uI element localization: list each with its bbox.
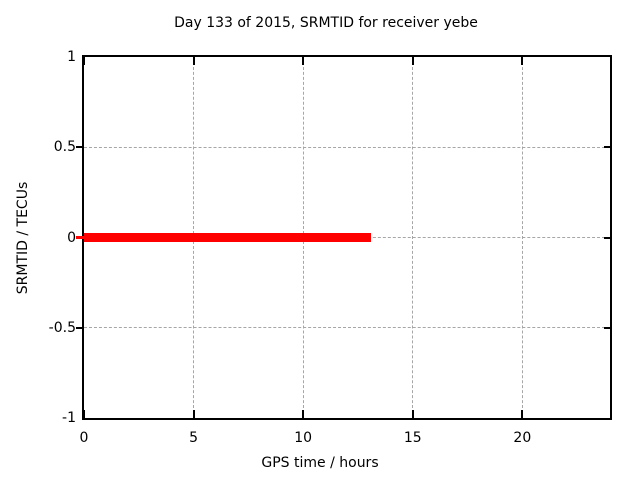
x-tick-label: 10 <box>294 430 313 446</box>
x-tick-bottom <box>83 410 85 418</box>
x-tick-bottom <box>521 410 524 418</box>
x-tick-top <box>83 57 85 65</box>
y-tick-label: 1 <box>67 49 76 65</box>
y-gridline <box>84 327 610 329</box>
y-gridline <box>84 146 610 148</box>
y-tick-label: 0.5 <box>53 139 76 156</box>
y-tick-right <box>604 326 610 329</box>
y-tick-label: -1 <box>62 410 76 426</box>
x-tick-label: 20 <box>513 430 532 446</box>
y-tick-label: 0 <box>67 229 76 246</box>
x-tick-top <box>411 57 414 65</box>
x-tick-top <box>302 57 305 65</box>
chart-title: Day 133 of 2015, SRMTID for receiver yeb… <box>174 15 478 31</box>
x-tick-label: 0 <box>79 430 89 446</box>
y-tick-left <box>76 146 84 149</box>
x-tick-bottom <box>302 410 305 418</box>
x-tick-top <box>192 57 195 65</box>
x-tick-bottom <box>192 410 195 418</box>
y-tick-label: -0.5 <box>48 319 76 336</box>
x-tick-top <box>521 57 524 65</box>
series-line-srmtid <box>84 233 372 242</box>
y-tick-left <box>76 326 84 329</box>
y-tick-right <box>604 236 610 239</box>
x-tick-label: 5 <box>189 430 199 446</box>
x-axis-label: GPS time / hours <box>261 455 379 471</box>
y-tick-right <box>604 146 610 149</box>
plot-area <box>76 55 612 420</box>
y-tick-left <box>76 236 84 239</box>
x-tick-bottom <box>411 410 414 418</box>
x-tick-label: 15 <box>403 430 422 446</box>
